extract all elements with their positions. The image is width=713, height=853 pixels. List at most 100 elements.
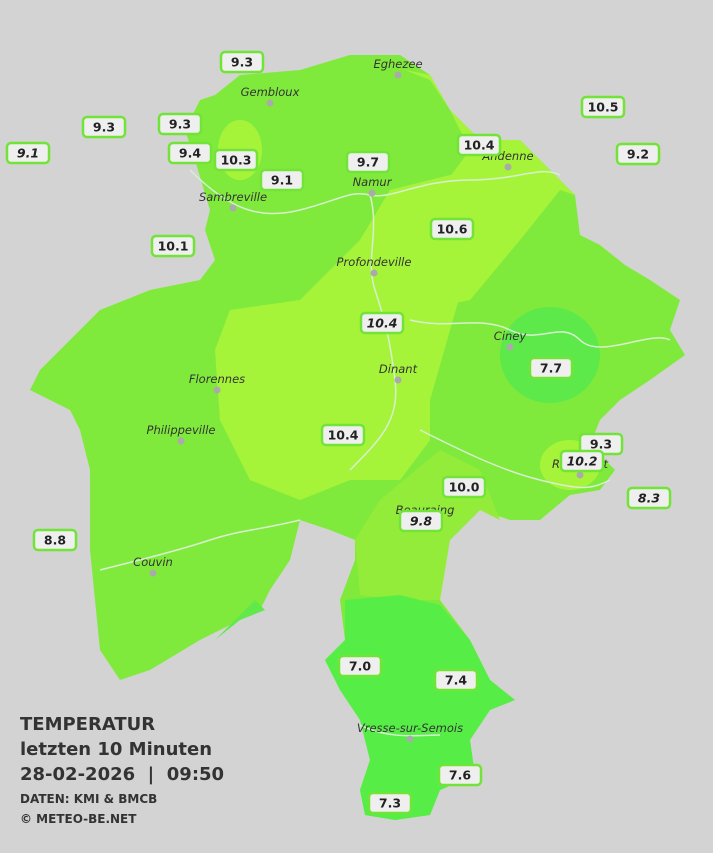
station: 10.5 — [580, 95, 626, 119]
station-box — [150, 234, 196, 258]
city-dot — [394, 376, 402, 384]
station-value: 9.3 — [93, 120, 115, 135]
station-box — [429, 217, 475, 241]
station: 7.6 — [437, 763, 483, 787]
city-dot — [177, 437, 185, 445]
station: 10.6 — [429, 217, 475, 241]
station: 9.8 — [398, 509, 444, 533]
station-value: 7.7 — [540, 361, 562, 376]
city-dot — [368, 189, 376, 197]
station: 9.1 — [5, 141, 51, 165]
station-box — [337, 654, 383, 678]
city-label: Dinant — [379, 362, 418, 376]
station-value: 9.3 — [231, 55, 253, 70]
station: 10.3 — [213, 148, 259, 172]
station-box — [441, 475, 487, 499]
station-value: 9.1 — [271, 173, 293, 188]
station: 9.1 — [259, 168, 305, 192]
city-label: Gembloux — [241, 85, 300, 99]
station-value: 7.4 — [445, 673, 467, 688]
station-value: 10.3 — [221, 153, 252, 168]
station-value: 9.7 — [357, 155, 379, 170]
station-box — [345, 150, 391, 174]
station-box — [367, 791, 413, 815]
station-value: 9.2 — [627, 147, 649, 162]
station-value: 9.8 — [410, 514, 432, 529]
station-value: 9.4 — [179, 146, 201, 161]
station: 9.7 — [345, 150, 391, 174]
station: 9.4 — [167, 141, 213, 165]
station-value: 10.2 — [567, 454, 598, 469]
station: 9.3 — [81, 115, 127, 139]
station: 10.0 — [441, 475, 487, 499]
station-box — [615, 142, 661, 166]
station-value: 8.3 — [638, 491, 660, 506]
station-box — [559, 449, 605, 473]
station: 9.3 — [219, 50, 265, 74]
city-dot — [229, 204, 237, 212]
station: 10.4 — [359, 311, 405, 335]
station-value: 10.4 — [464, 138, 495, 153]
station-box — [219, 50, 265, 74]
city-dot — [149, 569, 157, 577]
city-label: Profondeville — [337, 255, 412, 269]
station-box — [320, 423, 366, 447]
title-source: DATEN: KMI & BMCB — [20, 792, 157, 806]
station-box — [259, 168, 305, 192]
station-value: 10.4 — [328, 428, 359, 443]
station-box — [359, 311, 405, 335]
station-value: 9.3 — [590, 437, 612, 452]
station-value: 7.6 — [449, 768, 471, 783]
station-value: 9.3 — [169, 117, 191, 132]
title-copyright: © METEO-BE.NET — [20, 812, 137, 826]
station-value: 9.1 — [17, 146, 39, 161]
station: 8.3 — [626, 486, 672, 510]
station-value: 8.8 — [44, 533, 66, 548]
title-timestamp: 28-02-2026 | 09:50 — [20, 764, 224, 785]
stations: 9.3 10.5 9.3 9.3 9.1 9.4 10.3 10.4 9.2 9.7 9.1 10.6… — [5, 50, 672, 815]
station-box — [433, 668, 479, 692]
station-box — [437, 763, 483, 787]
title-heading: TEMPERATUR — [20, 714, 155, 735]
station: 7.0 — [337, 654, 383, 678]
station-value: 7.3 — [379, 796, 401, 811]
city-dot — [266, 99, 274, 107]
station-box — [580, 95, 626, 119]
station: 7.4 — [433, 668, 479, 692]
station-box — [626, 486, 672, 510]
station-value: 10.1 — [158, 239, 189, 254]
city-label: Namur — [353, 175, 393, 189]
station-box — [456, 133, 502, 157]
station-box — [32, 528, 78, 552]
station-box — [213, 148, 259, 172]
title-period: letzten 10 Minuten — [20, 739, 212, 760]
station-box — [5, 141, 51, 165]
station-box — [157, 112, 203, 136]
station-value: 7.0 — [349, 659, 371, 674]
station: 10.4 — [456, 133, 502, 157]
station-box — [81, 115, 127, 139]
city-dot — [576, 471, 584, 479]
station: 7.3 — [367, 791, 413, 815]
station-box — [398, 509, 444, 533]
city-dot — [370, 269, 378, 277]
city-label: Couvin — [133, 555, 173, 569]
station-box — [528, 356, 574, 380]
station: 8.8 — [32, 528, 78, 552]
station-value: 10.4 — [367, 316, 398, 331]
station: 9.2 — [615, 142, 661, 166]
station: 9.3 — [157, 112, 203, 136]
station-value: 10.6 — [437, 222, 468, 237]
city-dot — [504, 163, 512, 171]
station: 10.1 — [150, 234, 196, 258]
city-label: Ciney — [494, 329, 527, 343]
city-label: Eghezee — [373, 57, 422, 71]
city-dot — [394, 71, 402, 79]
station: 10.4 — [320, 423, 366, 447]
city-label: Philippeville — [147, 423, 216, 437]
station-value: 10.5 — [588, 100, 619, 115]
city-dot — [406, 735, 414, 743]
station: 10.2 — [559, 449, 605, 473]
city-dot — [213, 386, 221, 394]
